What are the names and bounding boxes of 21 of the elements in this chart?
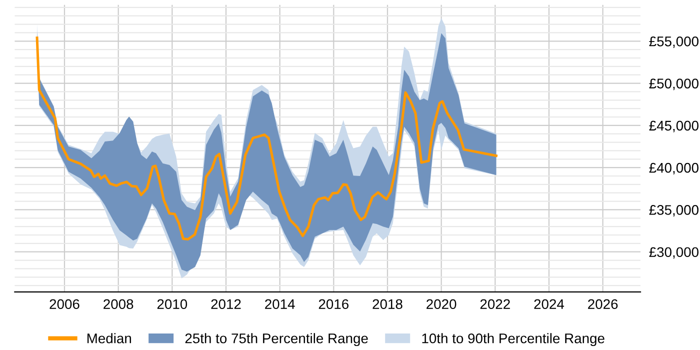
x-tick-label: 2026	[588, 299, 618, 310]
x-tick-label: 2012	[211, 299, 241, 310]
x-tick-label: 2006	[50, 299, 80, 310]
y-tick-label: £50,000	[649, 78, 698, 90]
y-tick-label: £45,000	[649, 120, 698, 132]
y-tick-label: £40,000	[649, 162, 698, 174]
x-tick-label: 2018	[372, 299, 402, 310]
line-series	[36, 36, 498, 240]
x-tick-label: 2024	[534, 299, 564, 310]
x-tick-label: 2016	[318, 299, 348, 310]
x-tick-label: 2008	[104, 299, 134, 310]
y-tick-label: £35,000	[649, 205, 698, 217]
legend-label: 25th to 75th Percentile Range	[185, 333, 368, 346]
legend-label: 10th to 90th Percentile Range	[422, 333, 604, 346]
y-tick-label: £55,000	[649, 36, 698, 48]
x-tick-label: 2020	[426, 299, 456, 310]
legend-label: Median	[87, 333, 131, 344]
x-tick-label: 2014	[265, 299, 295, 310]
x-tick-label: 2022	[480, 299, 510, 310]
y-tick-label: £30,000	[649, 247, 698, 259]
x-tick-label: 2010	[157, 299, 188, 310]
